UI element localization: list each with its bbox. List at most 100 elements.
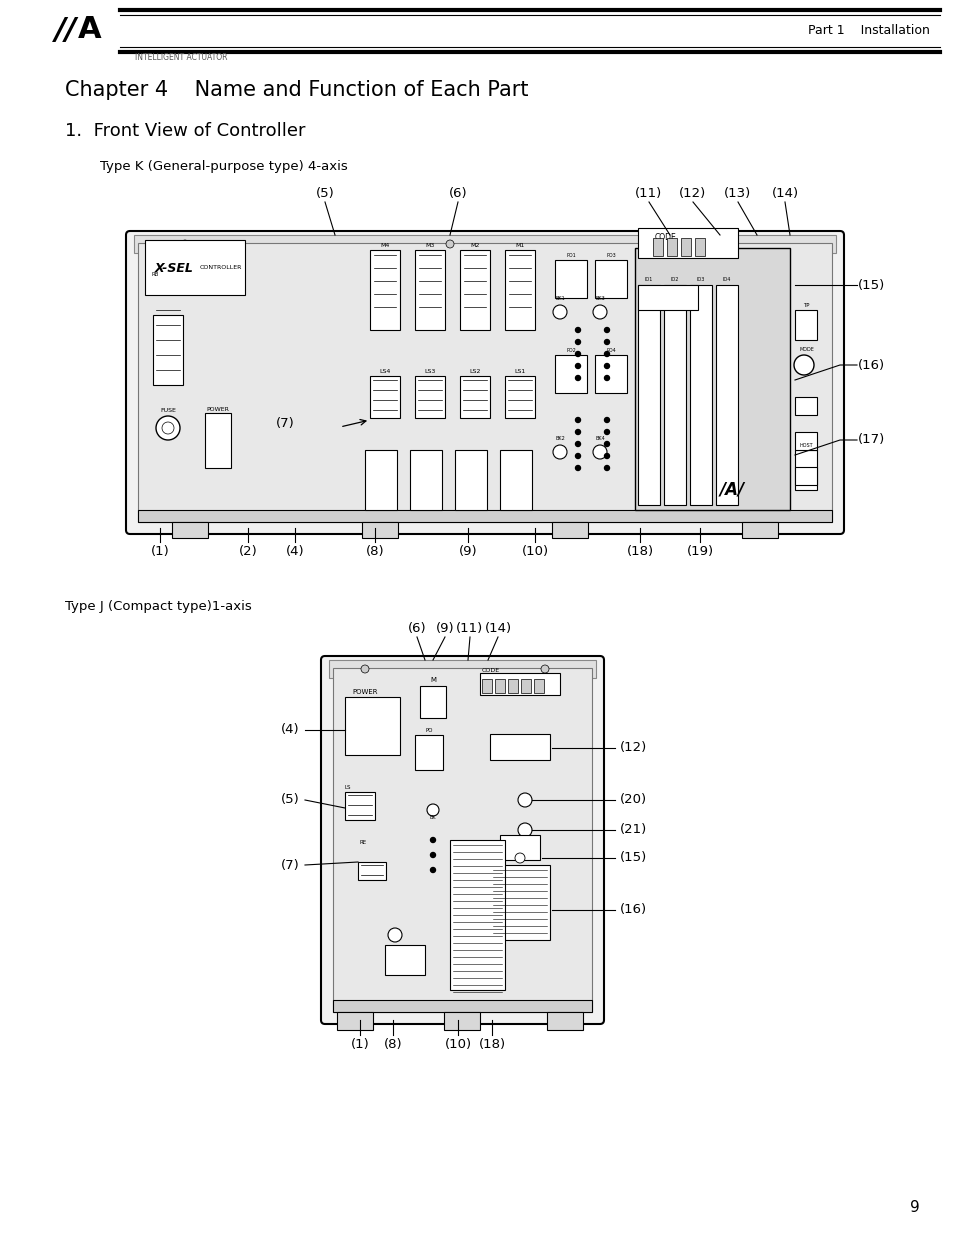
Text: /A/: /A/ [720,480,744,498]
Text: BK3: BK3 [595,296,604,301]
Circle shape [162,422,173,433]
Bar [794,450,816,490]
Text: LS4: LS4 [379,369,391,374]
Bar [479,673,559,695]
Bar [145,240,245,295]
Circle shape [430,867,435,872]
Text: CONTROLLER: CONTROLLER [200,266,242,270]
Text: IO1: IO1 [644,277,653,282]
FancyBboxPatch shape [126,231,843,534]
Circle shape [575,466,579,471]
Bar [555,261,586,298]
Circle shape [553,305,566,319]
Bar [490,734,550,760]
Bar [333,1000,592,1011]
Text: A: A [78,16,102,44]
Circle shape [575,453,579,458]
Circle shape [181,240,189,248]
Circle shape [575,430,579,435]
Circle shape [430,837,435,842]
Text: LS2: LS2 [469,369,480,374]
Text: IO3: IO3 [696,277,704,282]
Circle shape [593,305,606,319]
Text: (9): (9) [458,545,476,558]
Text: (11): (11) [635,186,662,200]
Circle shape [604,327,609,332]
Bar [450,840,504,990]
Text: (16): (16) [619,904,646,916]
Bar [415,735,442,769]
Bar [365,450,396,510]
Text: PO1: PO1 [565,253,576,258]
Text: (7): (7) [276,417,294,431]
Bar [495,679,504,693]
Text: BK1: BK1 [555,296,564,301]
Bar [520,679,531,693]
Circle shape [604,375,609,380]
Circle shape [604,453,609,458]
Bar [507,679,517,693]
Text: PO4: PO4 [605,348,616,353]
Bar [638,228,738,258]
Bar [794,396,816,415]
Circle shape [388,927,401,942]
Text: (14): (14) [771,186,798,200]
Circle shape [793,354,813,375]
Bar [552,522,587,538]
Bar [345,697,399,755]
Text: LS3: LS3 [424,369,436,374]
Circle shape [575,340,579,345]
Circle shape [604,417,609,422]
Text: (20): (20) [619,794,646,806]
Text: (12): (12) [679,186,706,200]
Bar [794,310,816,340]
Bar [138,510,831,522]
FancyBboxPatch shape [320,656,603,1024]
Bar [455,450,486,510]
Text: INTELLIGENT ACTUATOR: INTELLIGENT ACTUATOR [135,53,227,62]
Circle shape [604,441,609,447]
Text: M: M [430,677,436,683]
Text: (10): (10) [521,545,548,558]
Text: (16): (16) [857,358,884,372]
Text: CODE: CODE [481,668,499,673]
Text: M2: M2 [470,243,479,248]
Text: MODE: MODE [800,347,814,352]
Text: (7): (7) [281,858,299,872]
Text: 9: 9 [909,1200,919,1215]
Text: (4): (4) [281,724,299,736]
Text: BK2: BK2 [555,436,564,441]
Bar [490,864,550,940]
Text: RE: RE [359,840,367,845]
Text: (5): (5) [315,186,334,200]
Bar [534,679,543,693]
Circle shape [553,445,566,459]
Bar [652,238,662,256]
Bar [595,354,626,393]
Bar [481,679,492,693]
Text: (12): (12) [619,741,646,755]
Circle shape [515,853,524,863]
Circle shape [575,417,579,422]
Circle shape [604,466,609,471]
Circle shape [540,664,548,673]
Bar [333,668,592,1011]
Text: (4): (4) [285,545,304,558]
Text: //: // [55,16,77,44]
Text: IO2: IO2 [670,277,679,282]
Bar [329,659,596,678]
Text: (1): (1) [151,545,170,558]
Text: (15): (15) [619,851,646,864]
Bar [680,238,690,256]
Text: (9): (9) [436,622,454,635]
Text: LS: LS [345,785,351,790]
Bar [504,375,535,417]
Bar [385,945,424,974]
Bar [663,285,685,505]
Circle shape [156,416,180,440]
Circle shape [430,852,435,857]
Bar [689,285,711,505]
Circle shape [575,375,579,380]
Text: (14): (14) [484,622,511,635]
Text: PO3: PO3 [605,253,616,258]
